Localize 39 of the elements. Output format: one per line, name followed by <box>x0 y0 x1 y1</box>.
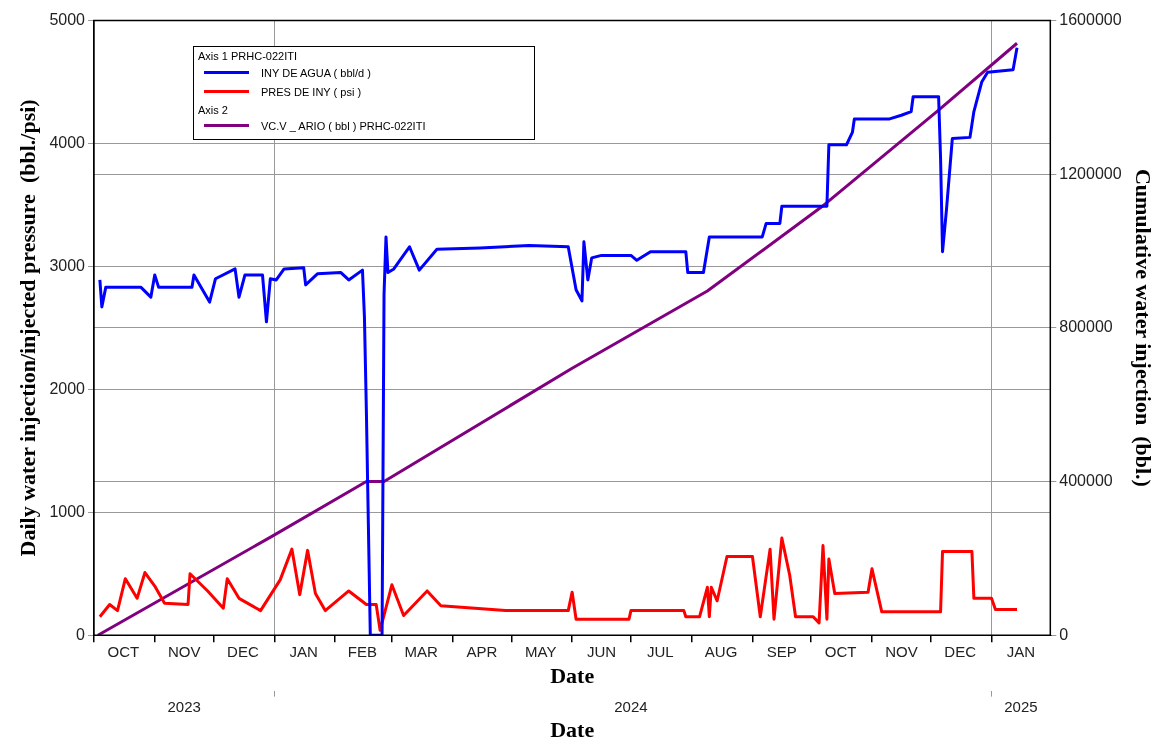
y-tick-label: 2000 <box>49 379 86 397</box>
x-tick-label: MAR <box>404 643 439 661</box>
x-tick-label: DEC <box>227 643 259 661</box>
x-tick-label: MAY <box>525 643 557 661</box>
legend-label: INY DE AGUA ( bbl/d ) <box>261 66 371 79</box>
x-tick-label: APR <box>466 643 498 661</box>
y2-tick-label: 800000 <box>1059 318 1113 336</box>
x-tick-label: JAN <box>289 643 318 661</box>
x2-tick-label: 2023 <box>167 697 201 715</box>
x-tick-label: SEP <box>766 643 797 661</box>
x-tick-label: JUN <box>586 643 617 661</box>
x-tick-label: NOV <box>885 643 918 661</box>
x-tick-label: FEB <box>347 643 378 661</box>
x-tick-label: OCT <box>107 643 140 661</box>
y-tick-label: 1000 <box>49 502 86 520</box>
x2-tick-label: 2024 <box>614 697 648 715</box>
y-tick-label: 0 <box>76 625 86 643</box>
x2-axis-title: Date <box>550 717 595 743</box>
legend-title: Axis 1 PRHC-022ITI <box>198 50 299 62</box>
legend-label: PRES DE INY ( psi ) <box>261 85 362 98</box>
y-tick-label: 5000 <box>49 11 86 29</box>
x-tick-label: OCT <box>824 643 857 661</box>
legend-label: VC.V _ ARIO ( bbl ) PRHC-022ITI <box>261 119 426 132</box>
x-tick-label: JAN <box>1006 643 1036 661</box>
y2-tick-label: 0 <box>1059 625 1069 643</box>
x-axis-title: Date <box>550 663 595 689</box>
x-tick-label: DEC <box>944 643 977 661</box>
x-tick-label: JUL <box>646 643 674 661</box>
y-tick-label: 4000 <box>49 133 86 151</box>
annotation: Axis 2 <box>198 104 229 116</box>
y-tick-label: 3000 <box>49 256 86 274</box>
x-tick-label: NOV <box>167 643 201 661</box>
y-axis-title: Daily water injection/injected pressure (bbl./psi) <box>14 99 40 557</box>
y2-tick-label: 1600000 <box>1059 11 1122 29</box>
y2-axis-title: Cumulative water injection (bbl.) <box>1131 168 1157 487</box>
y2-tick-label: 400000 <box>1059 471 1113 489</box>
x-tick-label: AUG <box>704 643 738 661</box>
x2-tick-label: 2025 <box>1004 697 1038 715</box>
y2-tick-label: 1200000 <box>1059 164 1122 182</box>
